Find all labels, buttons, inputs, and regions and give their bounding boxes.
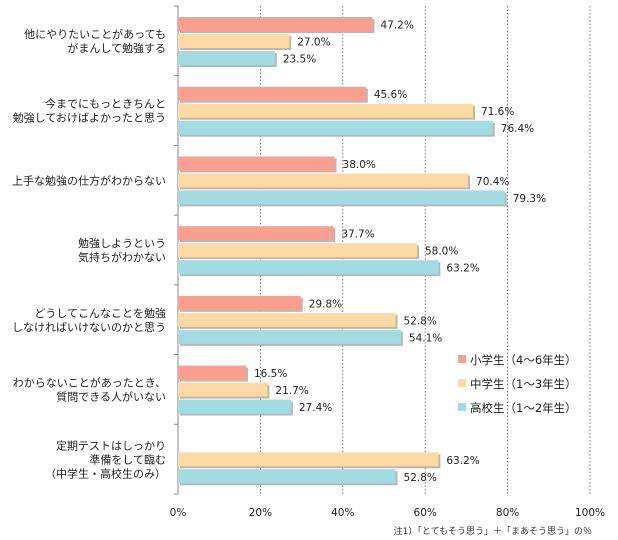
value-label: 54.1% [409, 332, 442, 344]
value-label: 16.5% [254, 368, 287, 380]
bar [178, 469, 396, 484]
bar [178, 17, 373, 31]
value-label: 52.8% [404, 472, 437, 484]
value-label: 23.5% [283, 54, 316, 66]
category-label: 他にやりたいことがあっても [24, 27, 166, 41]
category-label: どうしてこんなことを勉強 [34, 306, 166, 320]
bar [178, 260, 439, 275]
x-tick-label: 60% [414, 507, 437, 519]
category-label: 質問できる人がいない [56, 390, 166, 404]
value-label: 79.3% [513, 193, 546, 205]
value-label: 71.6% [481, 106, 514, 118]
category-label: わからないことがあったとき、 [13, 376, 166, 390]
legend-swatch [458, 379, 466, 387]
bar [178, 34, 290, 48]
bar [178, 452, 439, 467]
bar [178, 382, 268, 397]
value-label: 27.0% [297, 37, 330, 49]
category-label: しなければいけないのかと思う [12, 321, 166, 334]
value-label: 47.2% [380, 20, 413, 32]
bar [178, 156, 335, 171]
legend-swatch [458, 355, 466, 363]
category-label: 定期テストはしっかり [56, 438, 166, 452]
value-label: 63.2% [446, 263, 479, 275]
bar [178, 173, 469, 188]
x-tick-label: 0% [170, 507, 187, 519]
legend-label: 小学生（4〜6年生） [470, 353, 577, 367]
x-tick-label: 40% [331, 507, 354, 519]
bar [178, 51, 275, 65]
category-label: 今までにもっときちんと [45, 97, 166, 111]
x-tick-label: 80% [496, 507, 519, 519]
value-label: 29.8% [309, 298, 342, 310]
value-label: 76.4% [501, 123, 534, 135]
x-tick-label: 20% [249, 507, 272, 519]
legend-swatch [458, 403, 466, 411]
x-tick-label: 100% [575, 507, 605, 519]
value-label: 37.7% [341, 229, 374, 241]
value-label: 52.8% [404, 315, 437, 327]
legend-label: 高校生（1〜2年生） [470, 401, 577, 415]
category-label: 勉強しようという [78, 236, 166, 250]
value-label: 21.7% [275, 385, 308, 397]
bar [178, 399, 291, 414]
bar [178, 312, 396, 327]
bar [178, 295, 301, 310]
bar [178, 120, 493, 135]
footnote: 注1）「とてもそう思う」＋「まあそう思う」の％ [394, 525, 592, 537]
legend-label: 中学生（1〜3年生） [470, 377, 577, 391]
bar [178, 243, 417, 258]
bar [178, 190, 505, 205]
category-label: 勉強しておけばよかったと思う [13, 111, 166, 125]
value-label: 45.6% [374, 89, 407, 101]
bar [178, 103, 473, 118]
value-label: 38.0% [343, 159, 376, 171]
bar [178, 86, 366, 101]
value-label: 58.0% [425, 246, 458, 258]
bar [178, 365, 246, 380]
value-label: 63.2% [446, 455, 479, 467]
value-label: 27.4% [299, 402, 332, 414]
category-label: 準備をして臨む [89, 452, 166, 466]
category-label: がまんして勉強する [67, 41, 166, 55]
category-label: 上手な勉強の仕方がわからない [12, 173, 166, 187]
bar [178, 329, 401, 344]
value-label: 70.4% [476, 176, 509, 188]
category-label: （中学生・高校生のみ） [45, 466, 166, 480]
category-label: 気持ちがわかない [78, 250, 166, 264]
bar [178, 226, 334, 241]
